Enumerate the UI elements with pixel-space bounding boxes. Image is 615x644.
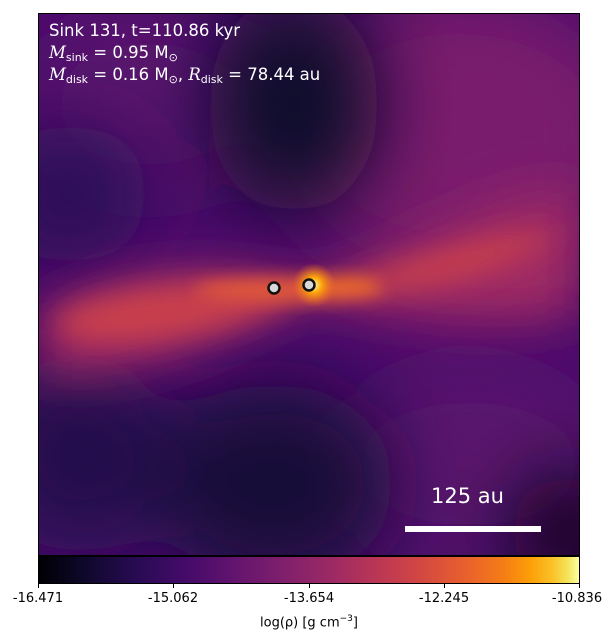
colorbar-tick	[579, 584, 580, 588]
scale-bar-label: 125 au	[431, 484, 504, 508]
mdisk-unit-subscript: ⊙	[168, 73, 178, 86]
sink-mass-label: Msink = 0.95 M⊙	[49, 42, 178, 68]
colorbar-label-exponent: −3	[339, 614, 353, 624]
colorbar-label-prefix: log(ρ) [g cm	[260, 615, 340, 631]
msink-subscript: sink	[65, 51, 89, 64]
scale-bar	[405, 526, 541, 532]
sink-marker-secondary	[302, 278, 316, 292]
colorbar-label-suffix: ]	[352, 615, 358, 631]
sink-marker-primary	[267, 281, 281, 295]
colorbar-tick	[309, 584, 310, 588]
colorbar-tick-label: -13.654	[283, 591, 335, 606]
density-map-image	[39, 14, 579, 555]
mdisk-value: = 0.16 M	[88, 65, 169, 84]
density-map-panel: Sink 131, t=110.86 kyr Msink = 0.95 M⊙ M…	[38, 13, 580, 556]
colorbar-tick	[173, 584, 174, 588]
colorbar-tick	[38, 584, 39, 588]
rdisk-separator: ,	[177, 65, 189, 84]
colorbar-tick	[444, 584, 445, 588]
msink-value: = 0.95 M	[88, 43, 169, 62]
colorbar-tick-label: -10.836	[551, 591, 603, 606]
mdisk-subscript: disk	[65, 73, 89, 86]
rdisk-subscript: disk	[200, 73, 223, 86]
colorbar-tick-label: -15.062	[147, 591, 199, 606]
rdisk-value: = 78.44 au	[222, 65, 321, 84]
colorbar-tick-label: -16.471	[12, 591, 64, 606]
rdisk-symbol: R	[188, 65, 201, 84]
colorbar-label: log(ρ) [g cm−3]	[260, 614, 358, 630]
mdisk-symbol: M	[49, 65, 66, 84]
disk-properties-label: Mdisk = 0.16 M⊙, Rdisk = 78.44 au	[49, 64, 320, 90]
msink-unit-subscript: ⊙	[168, 51, 178, 64]
colorbar-tick-label: -12.245	[418, 591, 470, 606]
sink-title: Sink 131, t=110.86 kyr	[49, 21, 241, 40]
msink-symbol: M	[49, 43, 66, 62]
colorbar	[38, 556, 580, 584]
